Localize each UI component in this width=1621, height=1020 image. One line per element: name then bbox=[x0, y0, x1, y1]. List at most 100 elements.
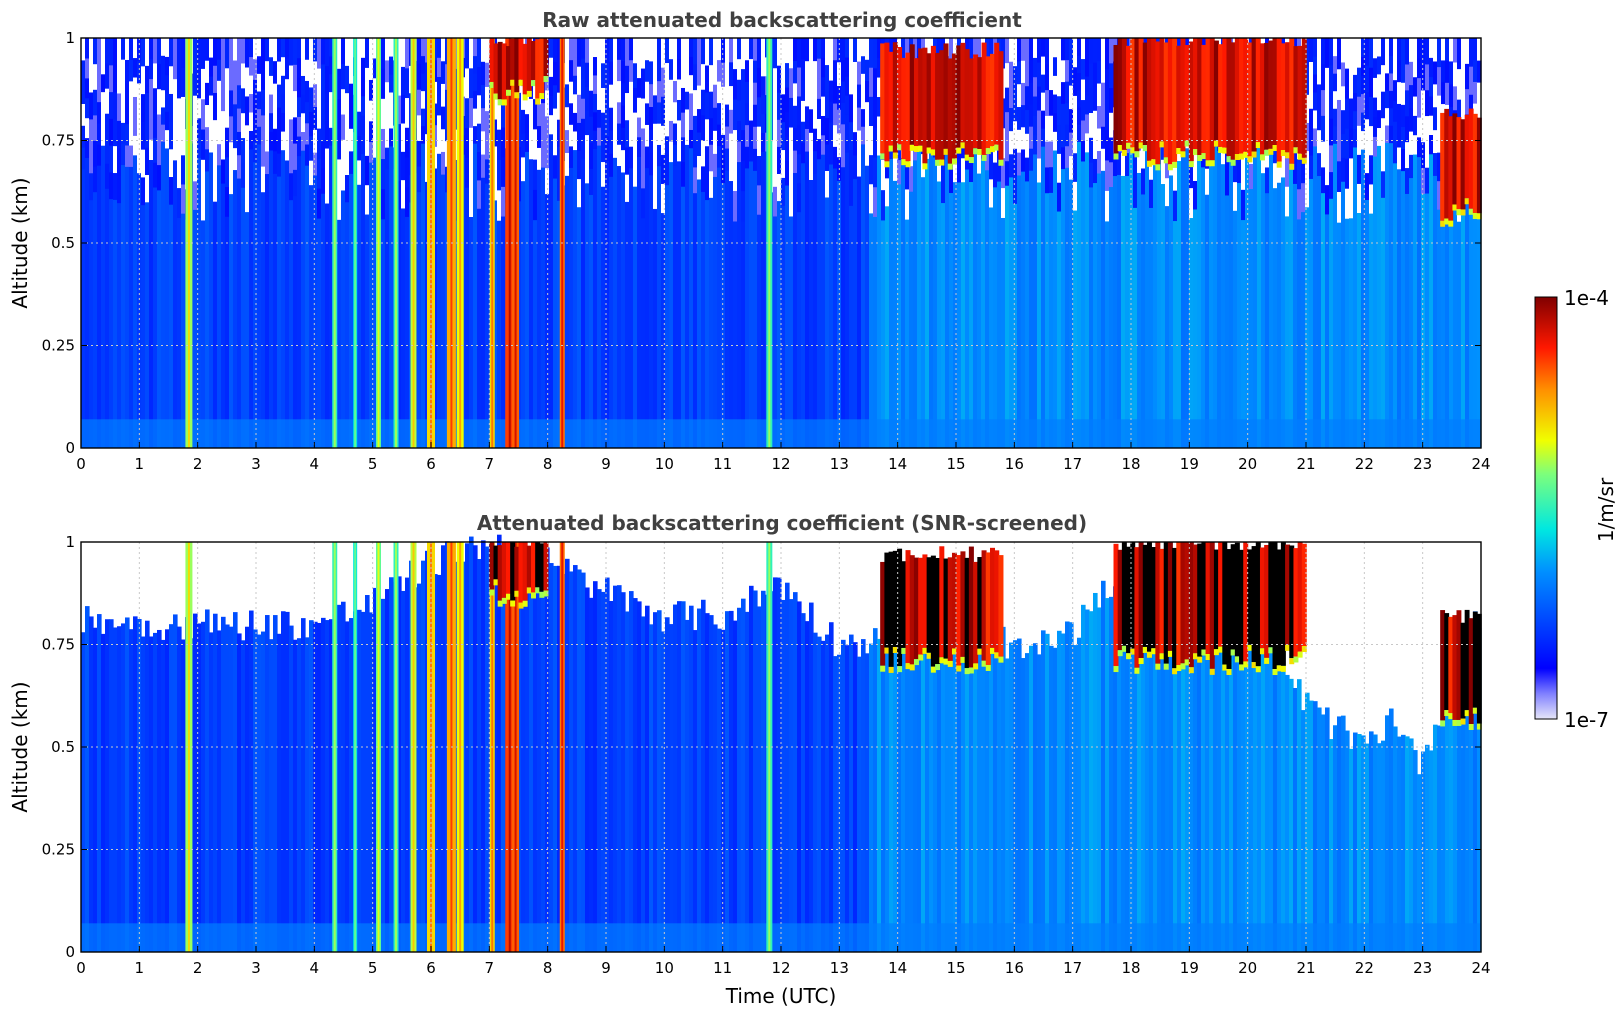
cloud-base bbox=[998, 656, 1004, 663]
heatmap-column bbox=[933, 600, 938, 952]
heatmap-column bbox=[497, 534, 502, 952]
cloud-cell bbox=[1297, 542, 1303, 652]
noise-cell bbox=[1441, 59, 1446, 83]
noise-cell bbox=[785, 111, 790, 137]
noise-cell bbox=[193, 152, 198, 182]
cloud-base bbox=[1172, 161, 1178, 168]
noise-cell bbox=[213, 65, 218, 93]
noise-cell bbox=[205, 148, 210, 172]
noise-cell bbox=[329, 38, 334, 57]
heatmap-column bbox=[1033, 153, 1038, 448]
heatmap-column bbox=[717, 628, 722, 952]
cloud-cell bbox=[922, 554, 928, 648]
noise-cell bbox=[389, 55, 394, 75]
noise-cell bbox=[1397, 81, 1402, 104]
cloud-cell bbox=[956, 555, 962, 666]
noise-cell bbox=[437, 134, 442, 154]
cloud-base bbox=[526, 587, 532, 594]
noise-cell bbox=[1125, 152, 1130, 177]
noise-cell bbox=[1013, 93, 1018, 122]
x-tick-label: 6 bbox=[426, 455, 436, 473]
cloud-base bbox=[1456, 719, 1462, 726]
heatmap-column bbox=[1393, 726, 1398, 952]
noise-cell bbox=[1401, 60, 1406, 83]
cloud-cell bbox=[1218, 542, 1224, 647]
noise-cell bbox=[625, 174, 630, 202]
noise-cell bbox=[1061, 103, 1066, 126]
cloud-cell bbox=[1193, 38, 1198, 150]
cloud-cell bbox=[1259, 43, 1265, 155]
noise-cell bbox=[1081, 140, 1086, 162]
noise-cell bbox=[829, 79, 834, 102]
heatmap-column bbox=[149, 636, 154, 952]
noise-cell bbox=[653, 66, 658, 96]
noise-cell bbox=[197, 38, 202, 59]
noise-cell bbox=[1061, 81, 1066, 104]
cloud-base bbox=[951, 158, 957, 165]
heatmap-column bbox=[1225, 590, 1230, 952]
noise-cell bbox=[345, 147, 350, 176]
x-tick-label: 2 bbox=[193, 455, 203, 473]
cloud-cell bbox=[880, 561, 886, 666]
noise-cell bbox=[213, 92, 218, 121]
heatmap-column bbox=[1349, 748, 1354, 952]
heatmap-column bbox=[325, 202, 330, 448]
noise-cell bbox=[1405, 38, 1410, 65]
noise-cell bbox=[125, 123, 130, 146]
heatmap-column bbox=[1069, 622, 1074, 952]
cloud-cell bbox=[1234, 542, 1240, 657]
heatmap-column bbox=[493, 199, 498, 448]
cloud-cell bbox=[956, 45, 962, 148]
heatmap-column bbox=[593, 581, 598, 952]
cloud-cell bbox=[1293, 46, 1299, 148]
noise-cell bbox=[1465, 63, 1470, 90]
x-tick-label: 15 bbox=[946, 455, 965, 473]
noise-cell bbox=[721, 158, 726, 184]
noise-cell bbox=[325, 38, 330, 67]
noise-cell bbox=[757, 126, 762, 157]
heatmap-column bbox=[261, 631, 266, 952]
noise-cell bbox=[217, 122, 222, 145]
noise-cell bbox=[161, 72, 166, 91]
noise-cell bbox=[697, 84, 702, 110]
noise-cell bbox=[657, 80, 662, 103]
noise-cell bbox=[417, 114, 422, 141]
noise-cell bbox=[1321, 38, 1326, 65]
noise-cell bbox=[577, 122, 582, 152]
y-tick-label: 0 bbox=[65, 439, 75, 457]
noise-cell bbox=[381, 188, 386, 220]
noise-cell bbox=[777, 173, 782, 202]
heatmap-column bbox=[317, 218, 322, 448]
heatmap-column bbox=[221, 616, 226, 952]
noise-cell bbox=[605, 135, 610, 161]
x-tick-label: 10 bbox=[655, 455, 674, 473]
noise-cell bbox=[417, 38, 422, 65]
noise-cell bbox=[1333, 90, 1338, 109]
noise-cell bbox=[433, 102, 438, 126]
heatmap-column bbox=[717, 167, 722, 448]
noise-cell bbox=[297, 96, 302, 117]
heatmap-column bbox=[1385, 142, 1390, 449]
noise-cell bbox=[573, 38, 578, 58]
noise-cell bbox=[865, 143, 870, 166]
noise-cell bbox=[725, 59, 730, 83]
noise-cell bbox=[93, 63, 98, 90]
noise-cell bbox=[1473, 59, 1478, 82]
cloud-cell bbox=[1134, 547, 1140, 668]
cloud-base bbox=[1259, 154, 1265, 161]
x-tick-label: 17 bbox=[1063, 959, 1082, 977]
heatmap-column bbox=[633, 186, 638, 448]
noise-cell bbox=[589, 38, 594, 65]
cloud-base bbox=[1113, 666, 1119, 673]
noise-cell bbox=[1365, 91, 1370, 120]
noise-cell bbox=[1369, 67, 1374, 97]
heatmap-column bbox=[197, 623, 202, 952]
noise-cell bbox=[157, 88, 162, 115]
noise-cell bbox=[581, 58, 586, 79]
noise-cell bbox=[113, 64, 118, 93]
noise-cell bbox=[853, 84, 858, 109]
cloud-base bbox=[1121, 149, 1127, 156]
noise-cell bbox=[773, 97, 778, 128]
noise-cell bbox=[1189, 157, 1194, 189]
cloud-base bbox=[922, 163, 928, 170]
